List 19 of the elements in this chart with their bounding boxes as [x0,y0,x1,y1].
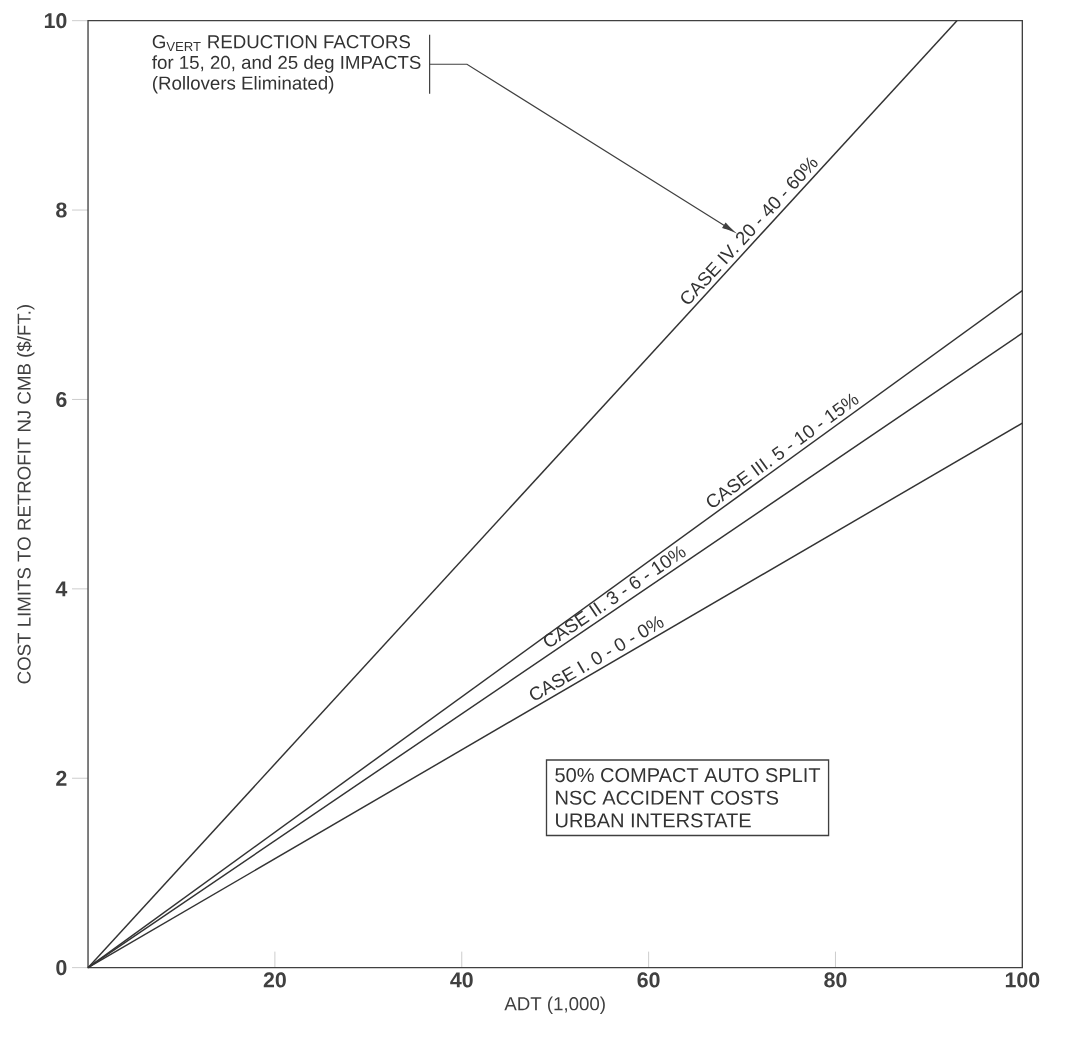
y-tick-label: 6 [56,391,67,407]
x-tick-label: 100 [1005,972,1040,988]
y-tick-label: 0 [56,959,67,976]
y-tick-label: 10 [44,12,67,29]
annotation: URBAN INTERSTATE [556,813,751,828]
annotation: 50% COMPACT AUTO SPLIT [555,767,821,782]
x-tick-label: 80 [824,972,847,988]
y-axis-title: COST LIMITS TO RETROFIT NJ CMB ($/FT.) [16,304,35,684]
x-axis-title: ADT (1,000) [504,996,605,1014]
x-tick-label: 60 [637,972,660,988]
x-tick-label: 20 [263,972,286,988]
annotation: G$_{VERT}$ REDUCTION FACTORS [152,34,411,51]
annotation: (Rollovers Eliminated) [152,75,334,94]
annotation: NSC ACCIDENT COSTS [556,790,779,805]
y-tick-label: 2 [56,770,67,786]
x-tick-label: 40 [450,972,473,988]
annotation: for 15, 20, and 25 deg IMPACTS [152,55,421,73]
y-tick-label: 4 [55,581,68,597]
y-tick-label: 8 [56,202,67,218]
